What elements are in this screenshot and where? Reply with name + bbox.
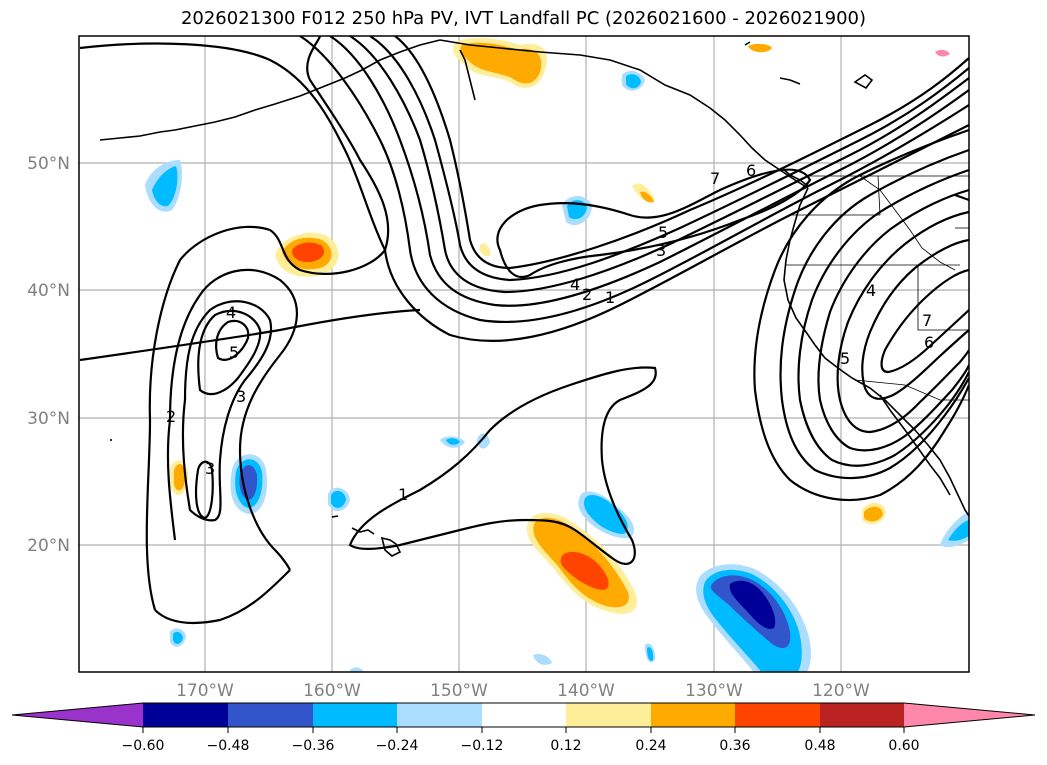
colorbar-swatch-9: [820, 703, 904, 727]
colorbar-tick-label: 0.48: [804, 738, 835, 754]
lon-label-130w: 130°W: [685, 681, 743, 701]
ivt-contours: [79, 36, 969, 625]
lat-label-20n: 20°N: [27, 536, 70, 556]
colorbar-tick-label: −0.36: [292, 738, 335, 754]
latitude-labels: 50°N 40°N 30°N 20°N: [27, 154, 70, 556]
coastlines: [99, 39, 969, 557]
lat-label-50n: 50°N: [27, 154, 70, 174]
colorbar: −0.60 −0.48 −0.36 −0.24 −0.12 0.12 0.24 …: [11, 702, 1036, 754]
contour-label-4: 4: [226, 303, 236, 322]
colorbar-swatch-5: [482, 703, 566, 727]
colorbar-tick-label: 0.24: [635, 738, 666, 754]
map-background: [79, 36, 969, 672]
contour-label-3b: 3: [656, 241, 666, 260]
contour-label-3c: 3: [205, 459, 215, 478]
colorbar-swatch-7: [651, 703, 735, 727]
colorbar-tick-label: −0.60: [122, 738, 165, 754]
colorbar-swatch-3: [313, 703, 397, 727]
contour-label-5: 5: [229, 343, 239, 362]
colorbar-extend-high: [904, 703, 1035, 727]
colorbar-swatch-2: [228, 703, 313, 727]
contour-label-6b: 6: [924, 333, 934, 352]
lat-label-30n: 30°N: [27, 409, 70, 429]
contour-label-5c: 5: [840, 349, 850, 368]
contour-label-7: 7: [710, 169, 720, 188]
colorbar-swatch-6: [566, 703, 651, 727]
contour-label-2: 2: [582, 285, 592, 304]
colorbar-tick-label: −0.24: [376, 738, 419, 754]
map-title: 2026021300 F012 250 hPa PV, IVT Landfall…: [180, 8, 867, 29]
contour-label-1b: 1: [605, 288, 615, 307]
contour-label-3: 3: [236, 387, 246, 406]
map-frame: [78, 35, 970, 673]
colorbar-tick-label: 0.36: [719, 738, 750, 754]
contour-label-1: 1: [398, 485, 408, 504]
colorbar-tick-label: −0.12: [461, 738, 504, 754]
contour-label-4c: 4: [866, 281, 876, 300]
lat-label-40n: 40°N: [27, 281, 70, 301]
colorbar-swatch-1: [143, 703, 228, 727]
lon-label-120w: 120°W: [812, 681, 870, 701]
colorbar-extend-low: [12, 703, 143, 727]
colorbar-swatch-4: [397, 703, 482, 727]
contour-label-5b: 5: [658, 223, 668, 242]
lon-label-170w: 170°W: [176, 681, 234, 701]
colorbar-tick-label: 0.12: [550, 738, 581, 754]
contour-labels: 1 1 2 2 3 3 3 4 4 4 5 5 5 6 6 7 7: [166, 161, 934, 504]
map-content: 1 1 2 2 3 3 3 4 4 4 5 5 5 6 6 7 7: [79, 36, 969, 672]
contour-label-6: 6: [746, 161, 756, 180]
contour-label-7b: 7: [922, 311, 932, 330]
contour-label-4b: 4: [570, 275, 580, 294]
colorbar-tick-label: 0.60: [888, 738, 919, 754]
lon-label-140w: 140°W: [557, 681, 615, 701]
colorbar-tick-label: −0.48: [207, 738, 250, 754]
contour-label-2b: 2: [166, 407, 176, 426]
lon-label-160w: 160°W: [303, 681, 361, 701]
longitude-labels: 170°W 160°W 150°W 140°W 130°W 120°W: [176, 681, 870, 701]
lon-label-150w: 150°W: [430, 681, 488, 701]
colorbar-swatch-8: [735, 703, 820, 727]
